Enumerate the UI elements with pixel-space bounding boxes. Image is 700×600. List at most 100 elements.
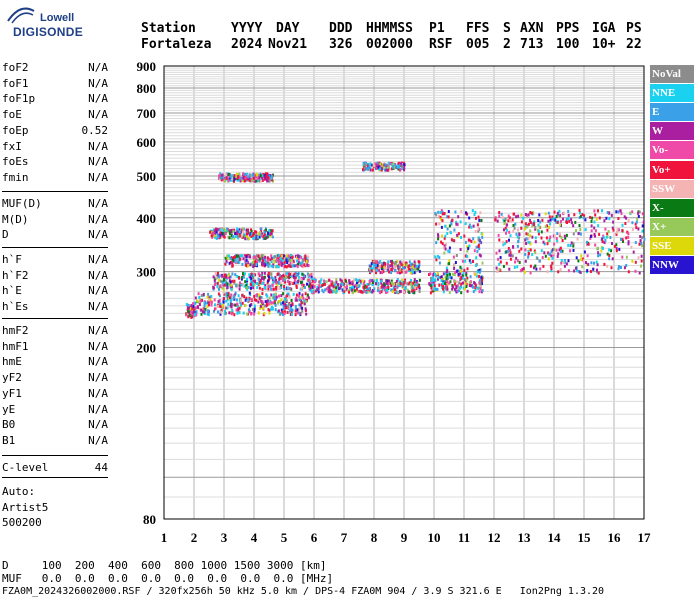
echo-point [242,172,245,176]
echo-point [256,173,259,177]
echo-point [284,275,287,279]
echo-point [263,230,266,234]
echo-point [388,279,391,283]
echo-point [208,303,210,307]
echo-point [279,311,282,315]
echo-point [464,254,467,258]
echo-point [526,225,529,229]
echo-point [310,284,312,288]
echo-point [267,308,270,312]
echo-point [297,254,299,258]
echo-point [202,292,205,296]
echo-point [597,271,600,275]
echo-point [238,172,241,176]
echo-point [563,264,566,268]
echo-point [369,267,371,271]
echo-point [262,306,265,310]
echo-point [263,275,266,279]
echo-point [301,272,304,276]
echo-point [546,228,549,232]
echo-point [231,177,234,180]
echo-point [238,231,241,235]
echo-point [475,216,477,220]
echo-point [516,244,519,248]
echo-point [273,258,276,262]
param-name: yE [2,402,16,416]
echo-point [516,235,519,239]
echo-point [394,285,397,289]
echo-point [279,275,282,279]
echo-point [255,175,258,179]
echo-point [579,228,582,231]
echo-point [192,305,195,309]
echo-point [280,298,283,302]
echo-point [391,281,393,285]
echo-point [305,262,308,266]
x-tick-label: 9 [401,530,408,545]
echo-point [455,222,458,226]
legend-item-vo-: Vo+ [650,160,694,179]
echo-point [413,260,416,264]
echo-point [244,179,247,183]
echo-point [280,286,282,290]
echo-point [502,264,505,268]
echo-point [546,242,549,246]
echo-point [226,282,229,286]
echo-point [277,253,280,257]
echo-point [265,177,268,181]
echo-point [550,269,553,273]
echo-point [480,285,482,289]
echo-point [244,176,247,180]
echo-point [442,282,444,285]
echo-point [451,218,454,222]
echo-point [291,313,293,316]
echo-point [258,235,261,239]
echo-point [253,263,256,267]
echo-point [299,254,301,258]
echo-point [559,246,562,250]
echo-point [408,260,411,264]
echo-point [268,179,271,183]
echo-point [477,238,480,242]
echo-point [217,310,219,314]
echo-point [290,264,293,268]
echo-point [224,177,227,180]
echo-point [256,282,259,285]
echo-point [634,241,637,244]
echo-point [449,280,452,284]
echo-point [610,213,613,217]
echo-point [254,255,257,259]
echo-point [221,286,224,290]
y-tick-label: 500 [137,169,157,184]
echo-point [250,312,253,316]
echo-point [537,232,540,236]
echo-point [477,215,480,219]
echo-point [556,221,559,224]
echo-point [241,293,244,297]
echo-point [230,298,233,302]
echo-point [234,303,237,307]
echo-point [443,244,446,248]
echo-point [585,261,587,265]
echo-point [358,278,361,282]
echo-point [303,302,306,306]
echo-point [253,283,256,287]
echo-point [228,231,231,235]
echo-point [339,278,342,282]
echo-point [229,311,232,315]
echo-point [437,234,440,238]
echo-point [236,304,239,308]
echo-point [284,280,287,284]
echo-point [560,236,563,239]
echo-point [281,254,283,258]
echo-point [498,211,501,214]
echo-point [553,242,556,246]
echo-point [270,254,273,258]
echo-point [564,236,567,240]
header-label: FFS [466,21,490,36]
echo-point [257,179,260,183]
echo-point [505,261,508,265]
echo-point [560,259,563,262]
echo-point [231,310,234,314]
echo-point [607,230,610,233]
